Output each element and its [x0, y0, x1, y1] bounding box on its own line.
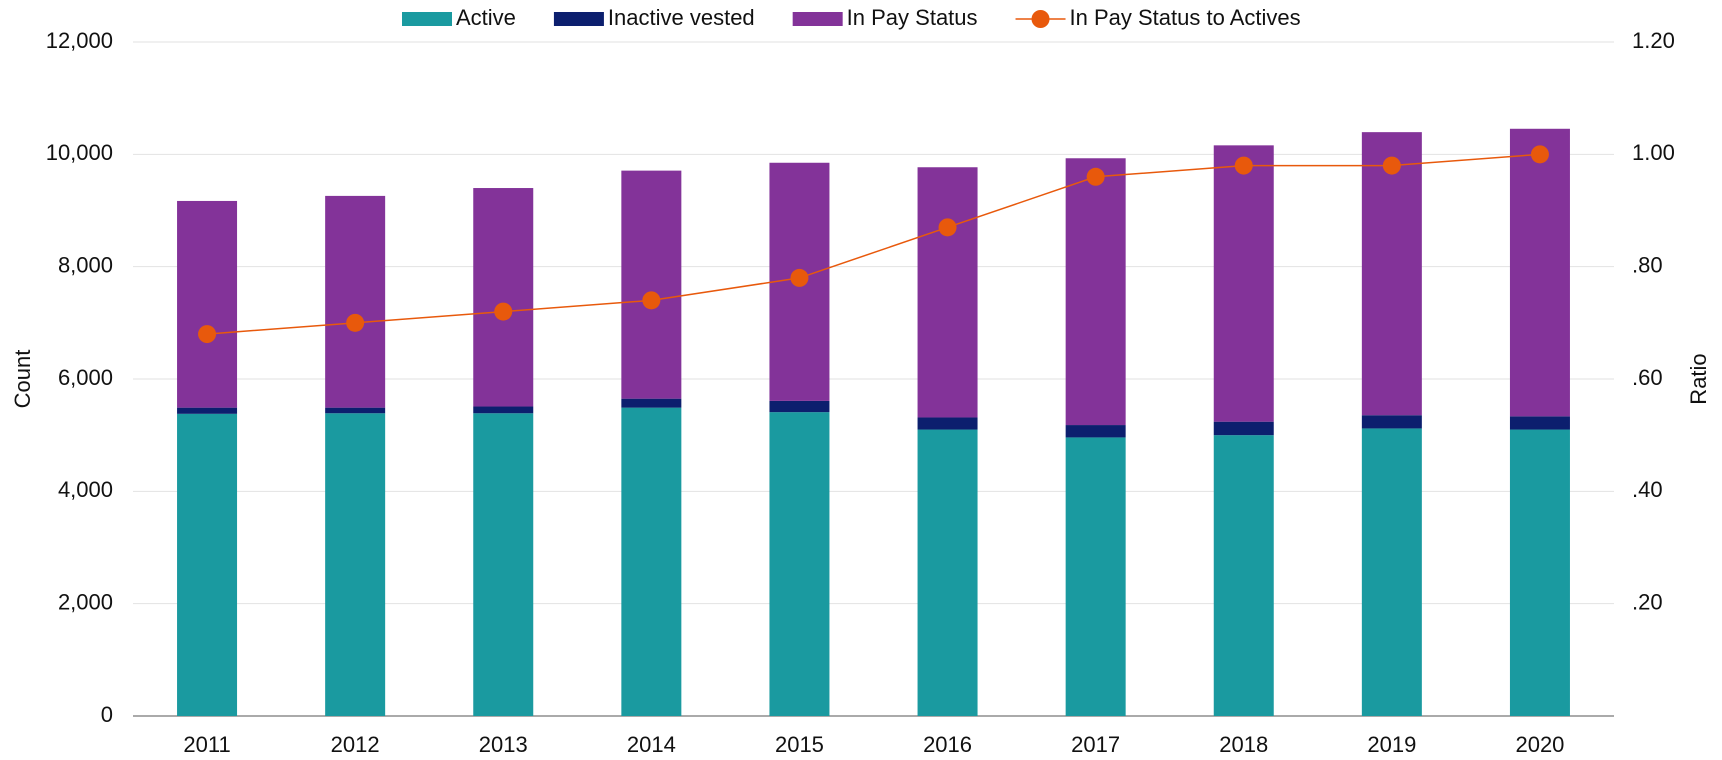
x-tick-label: 2013 [479, 732, 528, 757]
legend-swatch [792, 12, 843, 26]
y-tick-label: 10,000 [46, 140, 113, 165]
bar-segment [769, 412, 830, 716]
bar-segment [1065, 158, 1126, 426]
y-tick-label: 0 [101, 702, 113, 727]
ratio-marker [1086, 167, 1105, 186]
ratio-marker [494, 302, 513, 321]
x-tick-label: 2011 [183, 732, 230, 757]
legend-label: In Pay Status [847, 5, 978, 30]
bar-segment [1509, 416, 1570, 430]
bar-segment [1361, 428, 1422, 716]
x-tick-label: 2016 [923, 732, 972, 757]
y-tick-label: 2,000 [58, 589, 113, 614]
y-axis-label: Count [10, 350, 35, 409]
bar-segment [1361, 132, 1422, 416]
ratio-marker [346, 313, 365, 332]
bar-segment [917, 417, 978, 430]
legend-label: Inactive vested [608, 5, 755, 30]
ratio-marker [1530, 145, 1549, 164]
bar-segment [473, 413, 534, 716]
ratio-marker [790, 268, 809, 287]
bar-segment [1361, 415, 1422, 429]
bar-segment [473, 188, 534, 407]
bar-segment [621, 398, 682, 408]
bar-segment [473, 406, 534, 414]
y-tick-label: 12,000 [46, 28, 113, 53]
x-tick-label: 2018 [1219, 732, 1268, 757]
legend-label: Active [456, 5, 516, 30]
bar-segment [621, 170, 682, 399]
legend-swatch [553, 12, 604, 26]
bar-segment [1065, 425, 1126, 438]
y-tick-label: 4,000 [58, 477, 113, 502]
bar-segment [769, 400, 830, 413]
x-tick-label: 2020 [1515, 732, 1564, 757]
y-tick-label: 8,000 [58, 252, 113, 277]
bar-segment [177, 200, 238, 408]
bar-segment [917, 167, 978, 418]
x-tick-label: 2017 [1071, 732, 1120, 757]
bar-segment [1509, 429, 1570, 716]
y2-tick-label: 1.20 [1632, 28, 1675, 53]
bar-segment [325, 413, 386, 716]
x-tick-label: 2019 [1367, 732, 1416, 757]
bar-segment [917, 429, 978, 716]
bar-segment [1213, 145, 1274, 422]
ratio-marker [642, 291, 661, 310]
ratio-marker [938, 218, 957, 237]
bar-segment [1509, 128, 1570, 417]
y2-tick-label: .60 [1632, 365, 1663, 390]
y2-axis-label: Ratio [1686, 353, 1711, 404]
bar-segment [621, 407, 682, 716]
bar-segment [1065, 437, 1126, 716]
x-tick-label: 2015 [775, 732, 824, 757]
bar-segment [177, 413, 238, 716]
x-tick-label: 2014 [627, 732, 676, 757]
x-tick-label: 2012 [331, 732, 380, 757]
y2-tick-label: .20 [1632, 589, 1663, 614]
legend-marker [1031, 10, 1050, 28]
bar-segment [177, 407, 238, 414]
ratio-line [206, 153, 1541, 335]
legend-label: In Pay Status to Actives [1070, 5, 1301, 30]
y2-tick-label: .80 [1632, 252, 1663, 277]
legend-swatch [402, 12, 452, 26]
bar-segment [325, 407, 386, 414]
y2-tick-label: 1.00 [1632, 140, 1675, 165]
bar-segment [1213, 435, 1274, 716]
ratio-marker [1382, 156, 1401, 175]
y-tick-label: 6,000 [58, 365, 113, 390]
bar-segment [325, 195, 386, 408]
bar-segment [1213, 421, 1274, 436]
ratio-marker [198, 325, 217, 344]
y2-tick-label: .40 [1632, 477, 1663, 502]
ratio-marker [1234, 156, 1253, 175]
